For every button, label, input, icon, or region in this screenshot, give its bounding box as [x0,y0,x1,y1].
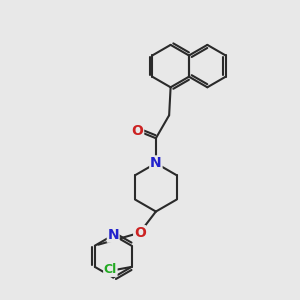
Text: O: O [134,226,146,240]
Text: Cl: Cl [104,263,117,276]
Text: N: N [107,228,119,242]
Text: N: N [150,156,162,170]
Text: N: N [150,156,162,170]
Text: O: O [132,124,144,138]
